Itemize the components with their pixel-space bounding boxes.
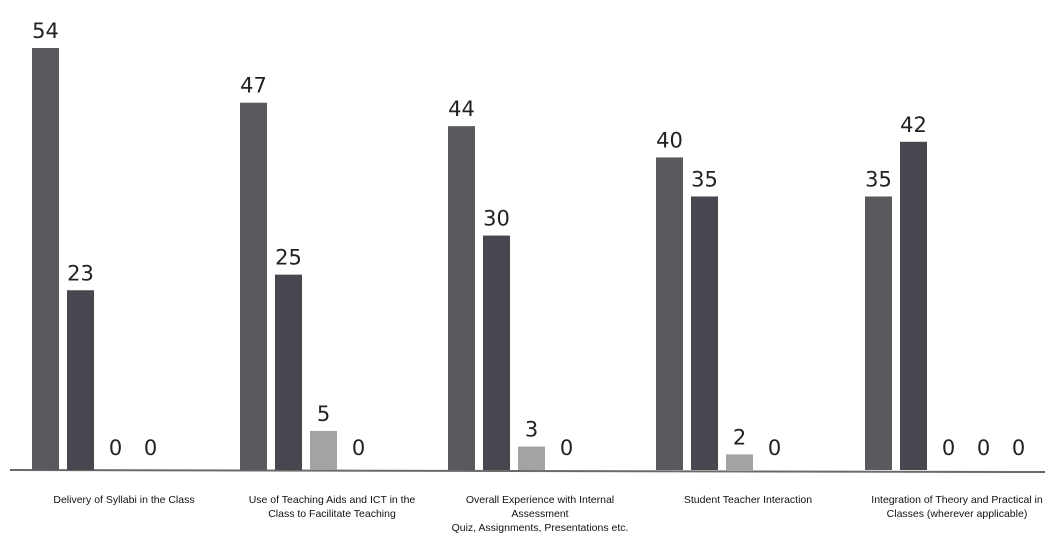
value-label: 0 [977,436,990,460]
bar-2-1 [240,102,267,470]
bar-3-3 [518,446,545,470]
value-label: 44 [448,97,475,121]
bar-3-2 [483,235,510,470]
value-label: 42 [900,113,927,137]
value-label: 0 [144,436,157,460]
value-label: 35 [691,167,718,191]
bar-1-1 [32,48,59,470]
category-label: Delivery of Syllabi in the Class [53,494,194,506]
value-label: 0 [109,436,122,460]
bars-layer [32,48,927,471]
value-label: 0 [768,436,781,460]
category-labels-layer: Delivery of Syllabi in the Class Use of T… [53,494,1042,534]
bar-4-1 [656,157,683,470]
bar-2-3 [310,430,337,470]
category-label: Student Teacher Interaction [684,494,812,506]
category-label: Use of Teaching Aids and ICT in the Class… [249,494,416,520]
value-label: 0 [352,436,365,460]
bar-5-2 [900,141,927,470]
value-label: 30 [483,207,510,231]
value-label: 0 [1012,436,1025,460]
bar-4-2 [691,196,718,470]
value-label: 5 [317,402,330,426]
value-label: 3 [525,418,538,442]
value-label: 2 [733,425,746,449]
value-label: 0 [942,436,955,460]
bar-3-1 [448,126,475,471]
value-label: 25 [275,246,302,270]
value-label: 35 [865,167,892,191]
value-label: 47 [240,74,267,98]
bar-2-2 [275,274,302,470]
value-label: 0 [560,436,573,460]
category-label: Integration of Theory and Practical in Cl… [871,494,1043,520]
value-label: 40 [656,128,683,152]
x-axis-line [9,469,1046,473]
bar-1-2 [67,290,94,470]
bar-4-3 [726,454,753,470]
bar-5-1 [865,196,892,470]
value-label: 54 [32,19,59,43]
value-label: 23 [67,261,94,285]
category-label: Overall Experience with Internal Assessme… [452,494,629,534]
